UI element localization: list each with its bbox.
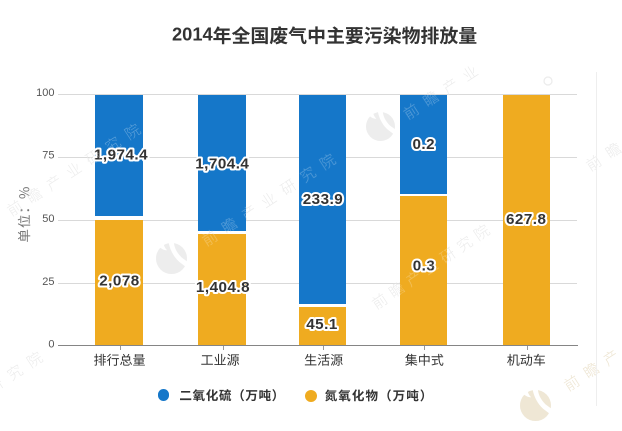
svg-text:0.3: 0.3 <box>413 257 436 274</box>
svg-text:75: 75 <box>42 150 54 162</box>
svg-text:0.2: 0.2 <box>412 136 435 153</box>
svg-text:1,404.8: 1,404.8 <box>196 279 250 296</box>
svg-text:0: 0 <box>48 339 54 351</box>
svg-text:233.9: 233.9 <box>303 191 344 208</box>
svg-text:627.8: 627.8 <box>506 211 547 228</box>
svg-text:50: 50 <box>42 213 54 225</box>
svg-text:25: 25 <box>42 276 54 288</box>
svg-text:1,974.4: 1,974.4 <box>94 146 148 163</box>
svg-text:45.1: 45.1 <box>306 316 338 333</box>
svg-text:2014: 2014 <box>172 24 214 45</box>
svg-text:1,704.4: 1,704.4 <box>195 156 249 173</box>
svg-text:100: 100 <box>36 87 54 99</box>
svg-text:2,078: 2,078 <box>99 272 140 289</box>
